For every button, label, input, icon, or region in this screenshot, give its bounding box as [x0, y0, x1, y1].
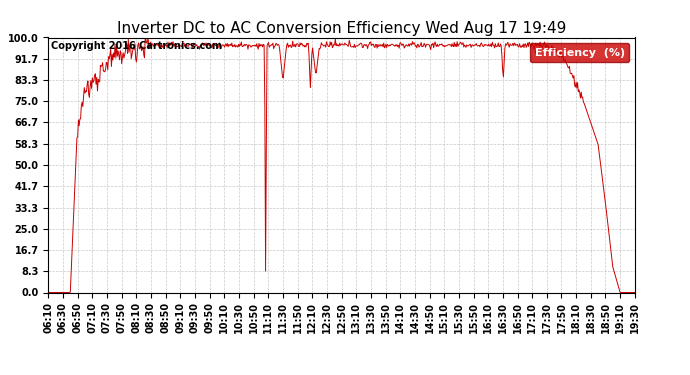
Text: Copyright 2016 Cartronics.com: Copyright 2016 Cartronics.com — [51, 41, 222, 51]
Legend: Efficiency  (%): Efficiency (%) — [530, 43, 629, 62]
Title: Inverter DC to AC Conversion Efficiency Wed Aug 17 19:49: Inverter DC to AC Conversion Efficiency … — [117, 21, 566, 36]
